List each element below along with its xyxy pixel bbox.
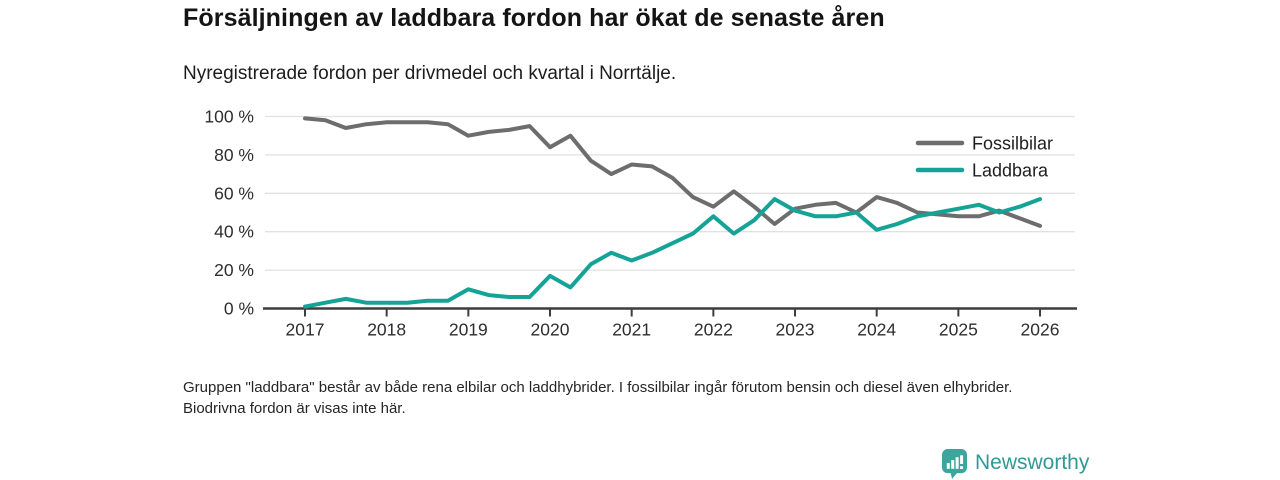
y-axis-tick-label: 40 % (214, 222, 254, 242)
bar-chart-speech-bubble-icon (941, 448, 968, 479)
x-axis-tick-label: 2024 (857, 320, 896, 340)
speech-bubble-shape (941, 448, 968, 479)
legend-label-fossilbilar: Fossilbilar (972, 134, 1053, 154)
exclamation-dot (960, 465, 964, 469)
newsworthy-logo-text: Newsworthy (975, 451, 1090, 474)
chart-subtitle: Nyregistrerade fordon per drivmedel och … (183, 63, 677, 84)
y-axis-tick-label: 80 % (214, 145, 254, 165)
x-axis-tick-label: 2026 (1021, 320, 1060, 340)
bar-large (955, 456, 959, 469)
x-axis-tick-label: 2025 (939, 320, 978, 340)
footnote: Gruppen "laddbara" består av både rena e… (183, 379, 1013, 418)
chart-title: Försäljningen av laddbara fordon har öka… (183, 4, 885, 32)
newsworthy-logo: Newsworthy (941, 447, 1089, 479)
x-axis-tick-label: 2020 (531, 320, 570, 340)
y-axis-tick-label: 0 % (224, 299, 254, 319)
fossilbilar-line (303, 116, 1042, 228)
y-axis-tick-label: 100 % (204, 107, 254, 127)
x-axis-tick-label: 2018 (367, 320, 406, 340)
y-axis-tick-label: 20 % (214, 260, 254, 280)
x-axis-tick-label: 2023 (776, 320, 815, 340)
bar-medium (951, 459, 955, 469)
x-axis-tick-label: 2022 (694, 320, 733, 340)
bar-small (946, 462, 950, 469)
x-axis-tick-label: 2021 (612, 320, 651, 340)
x-axis-tick-label: 2017 (286, 320, 325, 340)
legend-label-laddbara: Laddbara (972, 161, 1049, 181)
laddbara-line (303, 197, 1042, 309)
x-axis-tick-label: 2019 (449, 320, 488, 340)
y-axis-tick-label: 60 % (214, 183, 254, 203)
exclamation-bar (960, 454, 964, 464)
